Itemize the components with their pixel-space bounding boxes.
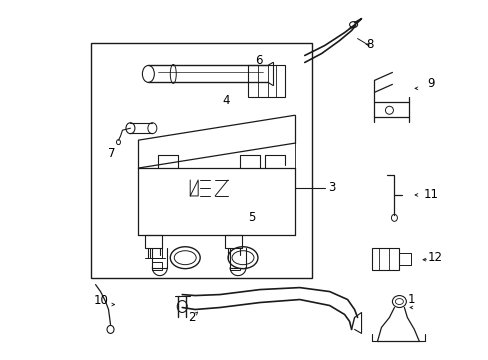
Text: 2: 2 [188, 311, 195, 324]
Text: 5: 5 [247, 211, 255, 224]
Bar [150, 248, 162, 258]
Text: 8: 8 [366, 38, 373, 51]
Ellipse shape [392, 296, 406, 307]
Ellipse shape [147, 123, 157, 134]
Bar [229, 262, 240, 270]
Text: 6: 6 [254, 54, 262, 67]
Text: 12: 12 [427, 251, 441, 264]
Ellipse shape [385, 106, 393, 114]
Text: 11: 11 [423, 188, 437, 202]
Ellipse shape [227, 247, 258, 269]
Bar [90, 42, 311, 278]
Text: 4: 4 [222, 94, 229, 107]
Bar [247, 66, 285, 97]
Ellipse shape [142, 66, 154, 82]
Bar [227, 248, 240, 258]
Ellipse shape [107, 325, 114, 333]
Ellipse shape [349, 22, 357, 28]
Text: 7: 7 [107, 147, 115, 159]
Text: 1: 1 [407, 293, 414, 306]
Ellipse shape [390, 214, 397, 221]
Text: 9: 9 [427, 77, 434, 90]
Ellipse shape [395, 298, 403, 305]
Text: 10: 10 [93, 294, 108, 307]
Bar [371, 248, 399, 270]
Text: 3: 3 [327, 181, 334, 194]
Ellipse shape [177, 301, 187, 312]
Ellipse shape [170, 247, 200, 269]
Ellipse shape [232, 251, 253, 265]
Ellipse shape [174, 251, 196, 265]
Bar [152, 262, 162, 270]
Ellipse shape [126, 123, 135, 134]
Ellipse shape [116, 140, 120, 145]
